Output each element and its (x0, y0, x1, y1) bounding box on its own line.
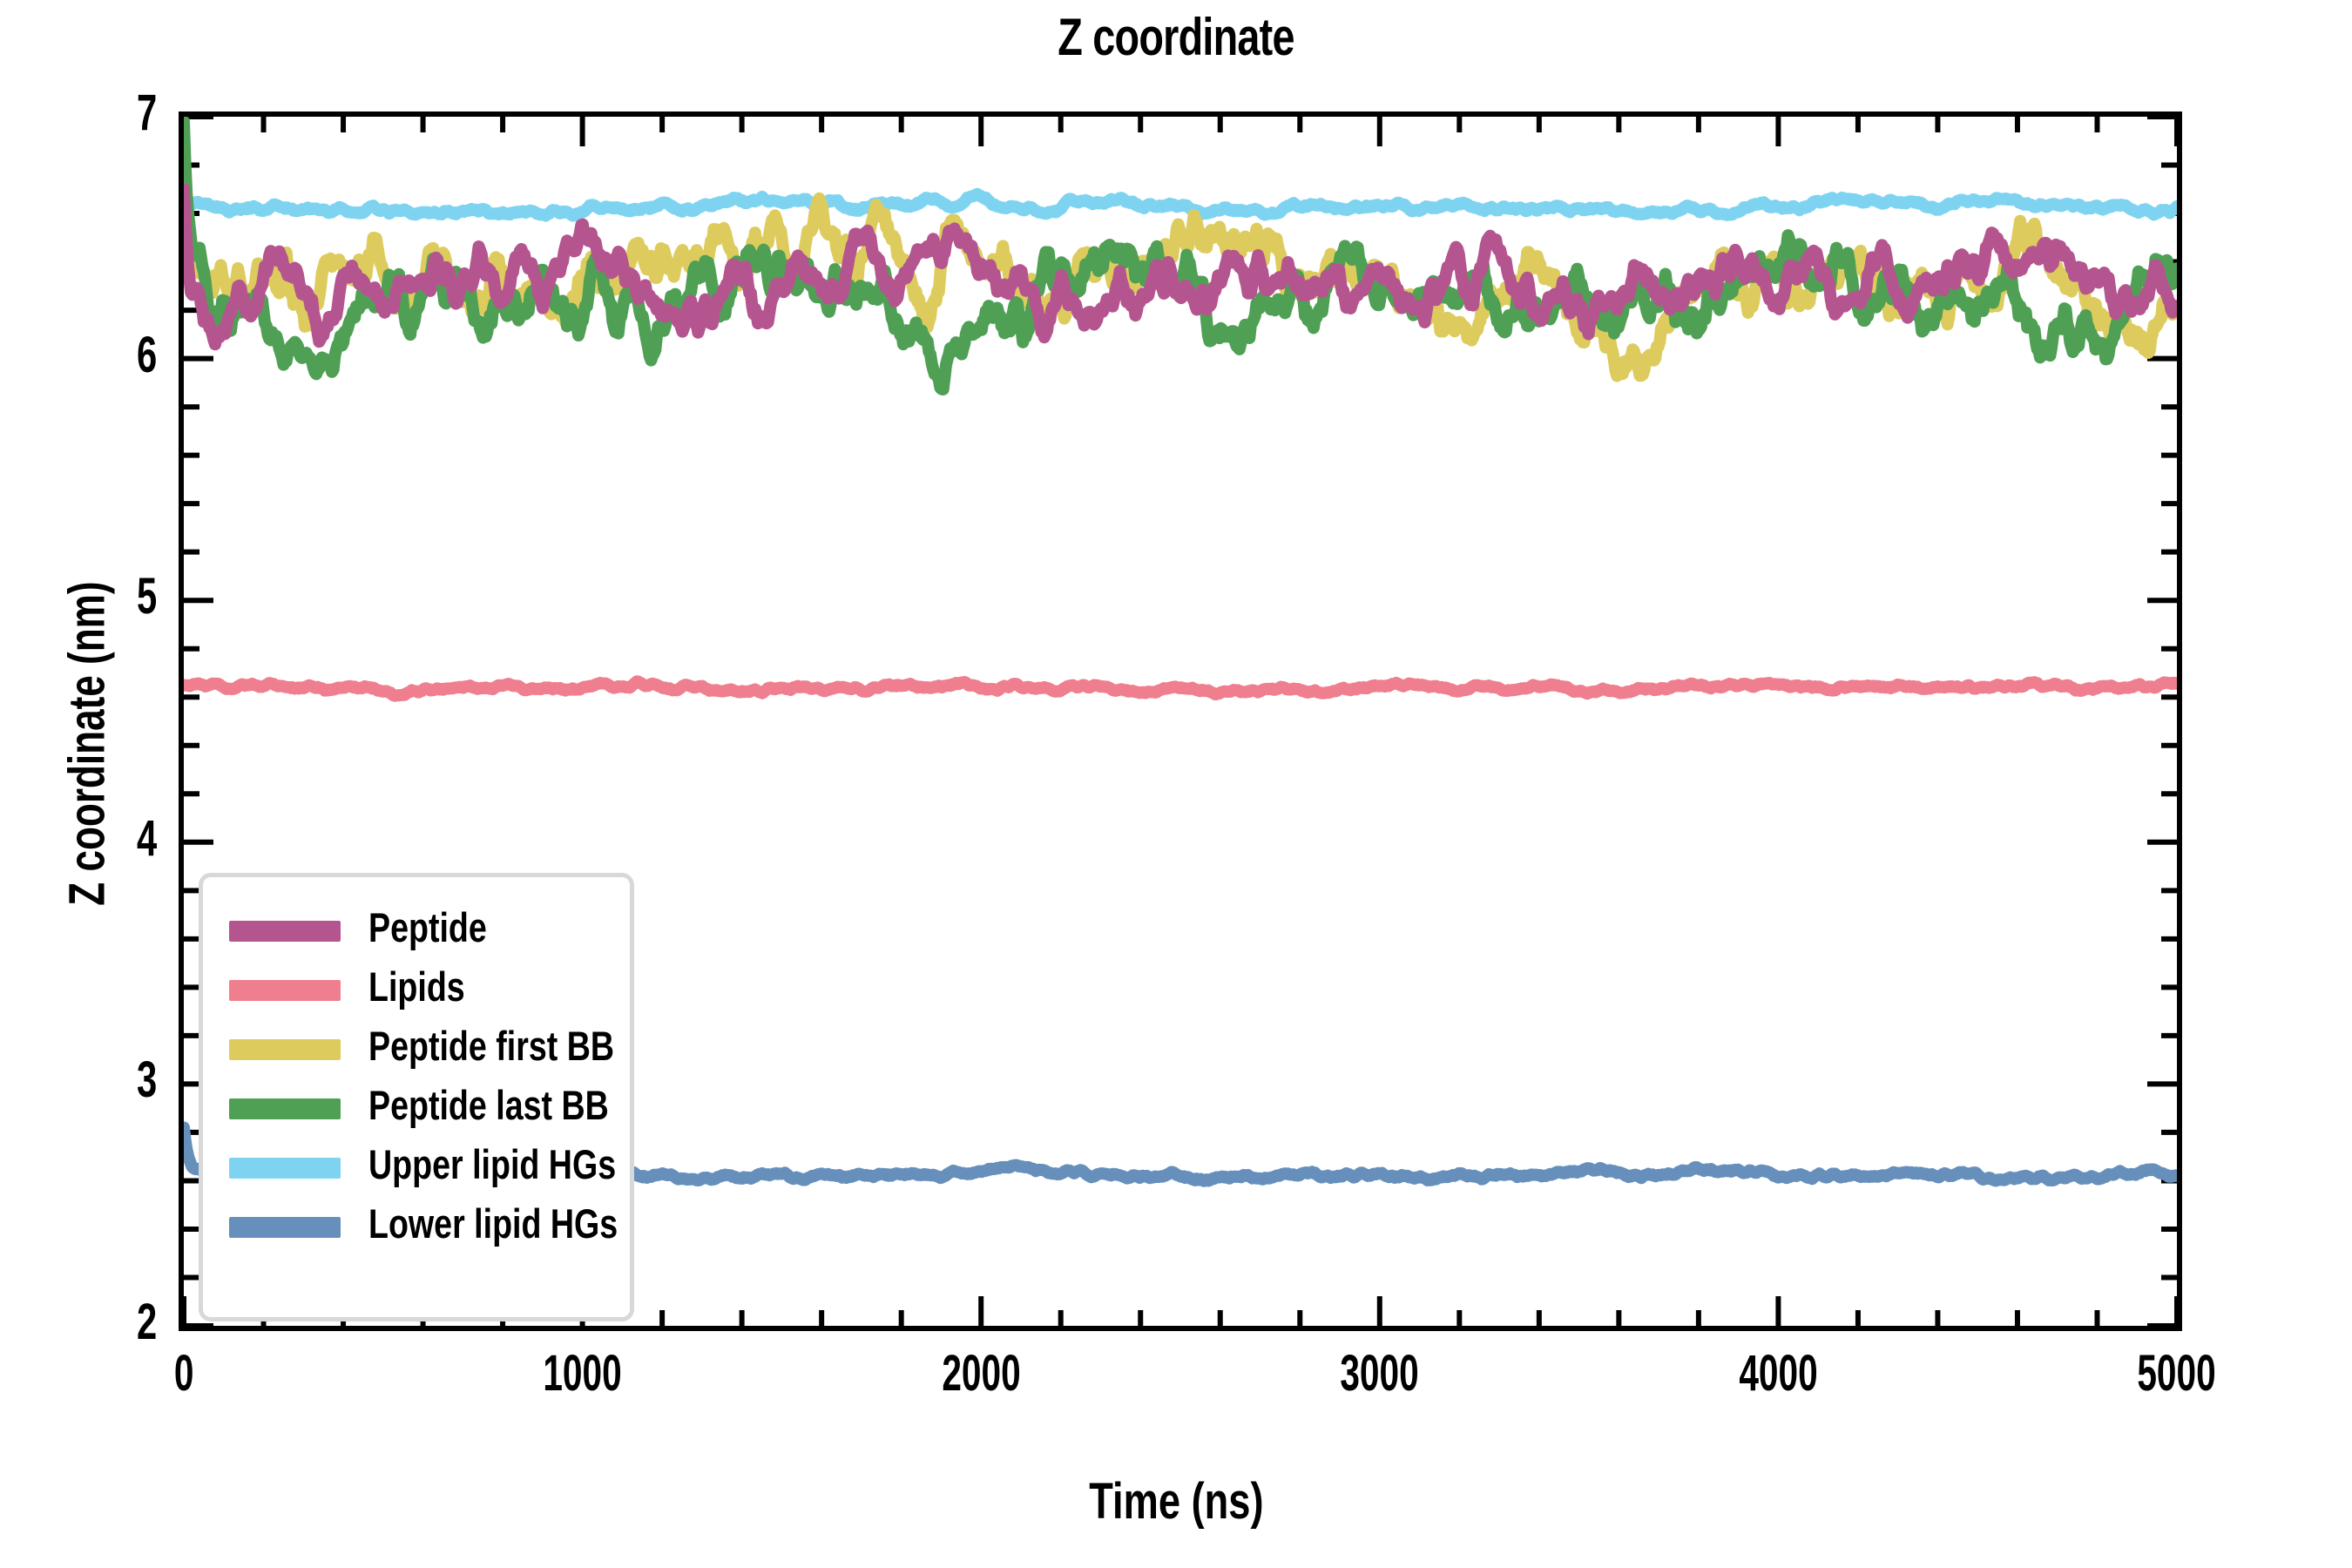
y-axis-label-wrapper: Z coordinate (nm) (58, 395, 117, 1092)
y-tick-value: 5 (136, 568, 157, 625)
y-tick-value: 3 (136, 1051, 157, 1109)
x-tick-value: 0 (173, 1345, 194, 1402)
legend-color-swatch (229, 1039, 341, 1060)
x-tick-label: 0 (53, 1348, 314, 1399)
legend-label: Peptide (368, 907, 517, 948)
legend-label: Lower lipid HGs (368, 1203, 680, 1244)
x-tick-label: 2000 (850, 1348, 1112, 1399)
y-tick-label: 4 (52, 809, 157, 867)
plot-svg (184, 117, 2177, 1326)
x-tick-label: 1000 (452, 1348, 713, 1399)
legend-label-text: Peptide (368, 904, 487, 950)
legend-label-text: Upper lipid HGs (368, 1141, 617, 1187)
y-tick-value: 7 (136, 84, 157, 141)
legend-color-swatch (229, 1098, 341, 1119)
legend-color-swatch (229, 980, 341, 1001)
legend-label: Peptide first BB (368, 1025, 676, 1066)
series-line-peptide (184, 183, 2177, 351)
y-tick-label: 3 (52, 1055, 157, 1105)
x-axis-label-text: Time (ns) (1088, 1473, 1264, 1530)
series-line-lipids (184, 675, 2177, 702)
legend-color-swatch (229, 921, 341, 942)
data-series-group (184, 117, 2177, 1187)
x-axis-label: Time (ns) (0, 1472, 2352, 1531)
series-line-upper-lipid-hgs (184, 187, 2177, 222)
x-tick-value: 3000 (1340, 1345, 1419, 1402)
y-tick-label: 5 (52, 571, 157, 622)
legend-label-text: Lower lipid HGs (368, 1200, 618, 1247)
chart-legend[interactable]: Peptide Lipids Peptide first BB Peptide las… (199, 873, 634, 1321)
chart-title: Z coordinate (1058, 8, 1294, 66)
x-tick-value: 1000 (543, 1345, 622, 1402)
legend-color-swatch (229, 1158, 341, 1179)
x-tick-label: 3000 (1249, 1348, 1511, 1399)
y-tick-value: 4 (136, 809, 157, 867)
x-tick-value: 5000 (2137, 1345, 2217, 1402)
y-tick-label: 6 (52, 326, 157, 383)
y-tick-value: 2 (136, 1294, 157, 1350)
x-tick-value: 4000 (1739, 1345, 1818, 1402)
legend-label: Upper lipid HGs (368, 1144, 678, 1185)
y-tick-label: 7 (52, 88, 157, 139)
y-tick-value: 6 (136, 326, 157, 383)
x-tick-label: 5000 (2046, 1348, 2308, 1399)
legend-label: Peptide last BB (368, 1085, 669, 1125)
x-tick-value: 2000 (942, 1345, 1021, 1402)
x-tick-label: 4000 (1647, 1348, 1909, 1399)
legend-label-text: Lipids (368, 963, 465, 1010)
legend-label: Lipids (368, 966, 489, 1007)
legend-label-text: Peptide first BB (368, 1023, 615, 1069)
legend-color-swatch (229, 1217, 341, 1238)
y-tick-label: 2 (52, 1297, 157, 1348)
legend-label-text: Peptide last BB (368, 1082, 609, 1128)
